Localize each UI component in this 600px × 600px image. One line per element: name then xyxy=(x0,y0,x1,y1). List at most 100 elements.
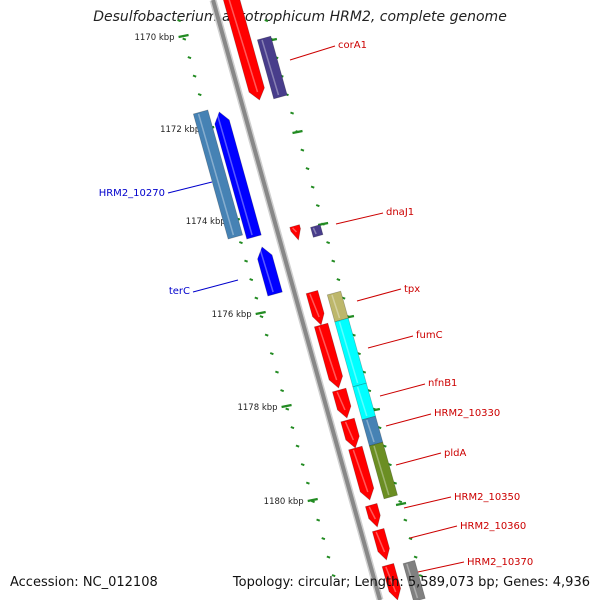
gene-cds-shine xyxy=(336,391,346,411)
gene-func-tpx xyxy=(326,290,349,323)
gene-func-dnaJ1 xyxy=(310,224,324,238)
map-title: Desulfobacterium autotrophicum HRM2, com… xyxy=(93,9,507,25)
tick-dot-left xyxy=(326,555,331,559)
gene-cds-reverse xyxy=(257,246,283,297)
tick-dot-right xyxy=(305,167,310,171)
tick-dot-right xyxy=(413,555,418,559)
gene-label-cora1: corA1 xyxy=(338,40,367,51)
gene-func-tpx-shine xyxy=(331,294,341,319)
gene-cds xyxy=(364,502,381,528)
tick-dot-right xyxy=(300,148,305,152)
label-leader-line xyxy=(403,496,452,509)
gene-cds-shine xyxy=(228,0,259,93)
gene-label-hrm2_10370: HRM2_10370 xyxy=(467,557,533,568)
tick-dot-left xyxy=(300,463,305,467)
backbone-layer xyxy=(209,0,384,600)
gene-func-fumC-shine xyxy=(338,321,359,384)
label-leader-line xyxy=(192,279,239,293)
tick-dot-right xyxy=(326,241,331,245)
gene-cds xyxy=(348,445,375,501)
label-leader-line xyxy=(385,413,432,427)
tick-major-right xyxy=(292,129,303,135)
gene-cds-reverse-shine xyxy=(259,248,274,293)
tick-major-right xyxy=(317,221,329,227)
gene-func-dnaJ1-shine xyxy=(312,227,317,235)
gene-cds xyxy=(313,322,343,389)
gene-label-terc: terC xyxy=(169,286,190,297)
tick-dot-right xyxy=(290,111,295,115)
label-leader-line xyxy=(395,452,442,466)
backbone-line xyxy=(211,0,382,600)
tick-label: 1176 kbp xyxy=(212,310,252,320)
tick-dot-right xyxy=(331,259,336,263)
tick-dot-left xyxy=(264,333,269,337)
tick-dot-left xyxy=(285,407,290,411)
label-leader-line xyxy=(379,383,426,397)
tick-dot-right xyxy=(315,204,320,208)
tick-dot-left xyxy=(259,315,264,319)
label-leader-line xyxy=(356,288,402,302)
gene-func-corA1 xyxy=(256,35,288,100)
gene-label-fumc: fumC xyxy=(416,330,443,341)
tick-dot-left xyxy=(187,56,192,60)
tick-dot-left xyxy=(244,259,249,263)
gene-cds-shine xyxy=(352,449,369,493)
gene-cds-shine xyxy=(344,421,355,441)
gene-cds-shine xyxy=(368,506,376,520)
gene-func-nfnB1 xyxy=(352,382,376,421)
gene-label-hrm2_10270: HRM2_10270 xyxy=(99,188,165,199)
gene-func-pldA-shine xyxy=(373,445,390,496)
gene-cds xyxy=(305,289,325,326)
gene-func-HRM2_10270 xyxy=(192,109,244,240)
tick-dot-left xyxy=(305,481,310,485)
gene-func-HRM2_10330 xyxy=(361,415,384,447)
tick-dot-left xyxy=(254,296,259,300)
tick-dot-left xyxy=(275,370,279,374)
gene-cds-reverse-shine xyxy=(216,113,253,236)
tick-dot-left xyxy=(331,574,336,578)
tick-dot-right xyxy=(418,574,423,578)
gene-cds xyxy=(371,527,390,561)
gene-cds xyxy=(332,387,352,419)
gene-func-HRM2_10330-shine xyxy=(366,419,375,443)
tick-dot-left xyxy=(249,278,254,282)
tick-major-right xyxy=(395,501,407,507)
gene-label-hrm2_10360: HRM2_10360 xyxy=(460,521,526,532)
gene-cds-reverse xyxy=(214,111,262,240)
tick-dot-left xyxy=(238,241,243,245)
tick-dot-left xyxy=(269,352,274,356)
gene-func-HRM2_10270-shine xyxy=(197,113,235,236)
tick-dot-left xyxy=(182,37,187,41)
label-leader-line xyxy=(335,212,384,225)
tick-major-left xyxy=(307,497,318,503)
tick-layer: 1170 kbp 1172 kbp 1174 kbp 1176 kbp 1178 kbp… xyxy=(135,19,423,578)
label-leader-line xyxy=(167,181,213,194)
gene-label-hrm2_10350: HRM2_10350 xyxy=(454,492,520,503)
tick-dot-left xyxy=(197,93,202,97)
label-leader-line xyxy=(289,45,336,61)
tick-major-left xyxy=(178,33,189,39)
tick-dot-left xyxy=(295,444,300,448)
gene-cds-small-shine xyxy=(292,227,298,233)
gene-layer xyxy=(192,0,426,600)
tick-major-left xyxy=(281,403,292,409)
gene-cds-shine xyxy=(309,293,320,318)
tick-label: 1180 kbp xyxy=(264,497,304,507)
gene-cds-shine xyxy=(375,531,386,553)
label-leader-line xyxy=(367,335,414,349)
gene-label-tpx: tpx xyxy=(404,284,420,295)
tick-dot-left xyxy=(316,518,321,522)
label-leader-line xyxy=(417,561,465,573)
gene-func-HRM2_10370 xyxy=(402,559,426,600)
gene-func-HRM2_10370-shine xyxy=(406,563,419,599)
gene-label-dnaj1: dnaJ1 xyxy=(386,207,414,218)
tick-label: 1174 kbp xyxy=(186,217,226,227)
gene-cds xyxy=(381,562,402,600)
label-layer: corA1 HRM2_10270 dnaJ1 terC tpx fumC nfnB1 HRM2… xyxy=(99,40,533,573)
tick-dot-right xyxy=(336,278,341,282)
tick-dot-left xyxy=(192,74,197,78)
tick-dot-left xyxy=(290,426,295,430)
tick-dot-left xyxy=(280,389,285,393)
gene-cds-shine xyxy=(385,566,397,593)
